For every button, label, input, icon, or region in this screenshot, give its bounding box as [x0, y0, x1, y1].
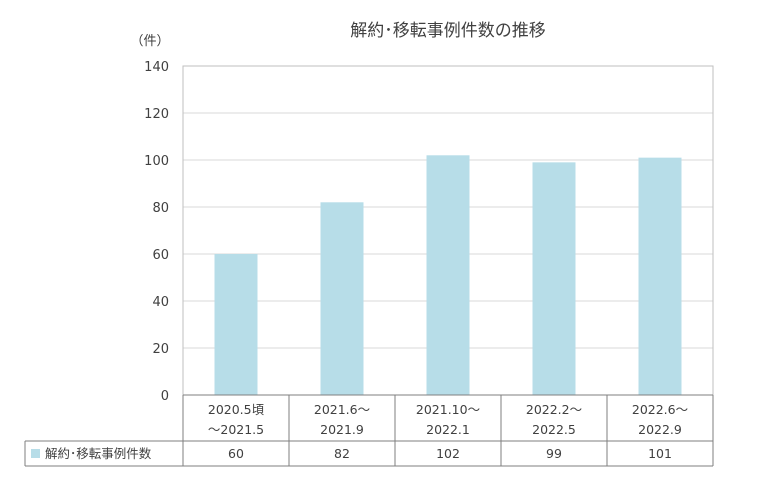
- bar: [532, 162, 576, 395]
- legend-swatch: [31, 449, 40, 458]
- category-label: 2022.1: [426, 422, 470, 437]
- category-label: 2021.10～: [416, 402, 480, 417]
- category-label: 2022.5: [532, 422, 576, 437]
- y-tick-label: 40: [152, 295, 169, 310]
- data-table: 2020.5頃 ～2021.5 60 2021.6～ 2021.9 82 2021.10～ 2…: [24, 394, 714, 467]
- bar: [426, 155, 470, 395]
- data-value-label: 82: [334, 446, 350, 461]
- category-label: 2021.6～: [314, 402, 370, 417]
- data-value-label: 60: [228, 446, 244, 461]
- bar: [214, 254, 258, 395]
- y-tick-label: 0: [161, 389, 169, 404]
- y-axis-ticks: 0 20 40 60 80 100 120 140: [144, 60, 169, 404]
- bar: [638, 157, 682, 395]
- legend-label: 解約･移転事例件数: [45, 446, 152, 461]
- y-tick-label: 140: [144, 60, 169, 75]
- y-tick-label: 80: [152, 201, 169, 216]
- y-axis-unit-label: （件）: [130, 34, 169, 49]
- category-label: 2022.9: [638, 422, 682, 437]
- data-value-label: 101: [648, 446, 672, 461]
- y-tick-label: 100: [144, 154, 169, 169]
- data-value-label: 99: [546, 446, 562, 461]
- data-value-label: 102: [436, 446, 460, 461]
- category-label: 2022.2～: [526, 402, 582, 417]
- category-label: ～2021.5: [208, 422, 264, 437]
- category-label: 2020.5頃: [208, 402, 265, 417]
- bars: [214, 155, 682, 395]
- category-label: 2021.9: [320, 422, 364, 437]
- y-tick-label: 20: [152, 342, 169, 357]
- bar: [320, 202, 364, 395]
- category-label: 2022.6～: [632, 402, 688, 417]
- chart-title: 解約･移転事例件数の推移: [350, 21, 546, 41]
- y-tick-label: 120: [144, 107, 169, 122]
- y-tick-label: 60: [152, 248, 169, 263]
